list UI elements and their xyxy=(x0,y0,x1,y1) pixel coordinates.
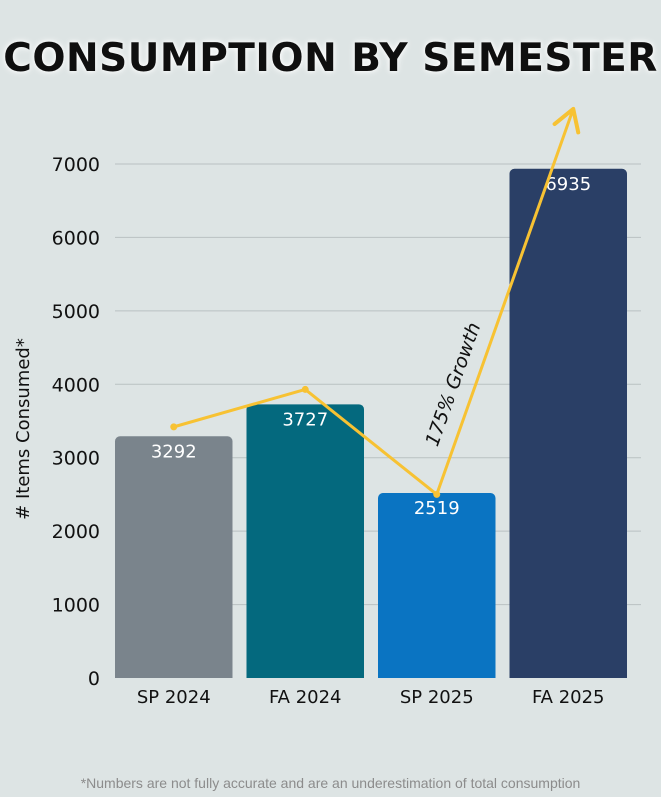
trend-point xyxy=(433,490,441,498)
chart-title: CONSUMPTION BY SEMESTER xyxy=(3,36,658,81)
y-tick-label: 6000 xyxy=(52,227,100,249)
y-tick-label: 1000 xyxy=(52,595,100,617)
y-tick-label: 5000 xyxy=(52,301,100,323)
data-label: 6935 xyxy=(545,174,591,195)
y-tick-label: 4000 xyxy=(52,374,100,396)
bar xyxy=(378,493,496,678)
data-label: 3727 xyxy=(282,409,328,430)
bar xyxy=(509,168,627,678)
bar-base xyxy=(115,672,233,678)
x-tick-label: FA 2024 xyxy=(269,687,342,708)
bar-base xyxy=(378,672,496,678)
x-tick-label: SP 2024 xyxy=(137,687,211,708)
y-axis-label: # Items Consumed* xyxy=(13,338,34,520)
bar-base xyxy=(509,672,627,678)
trend-line xyxy=(172,107,575,496)
y-tick-label: 0 xyxy=(88,668,100,690)
trend-point xyxy=(170,423,178,431)
bar xyxy=(246,404,364,678)
footnote: *Numbers are not fully accurate and are … xyxy=(80,775,581,791)
bar-base xyxy=(246,672,364,678)
y-tick-label: 3000 xyxy=(52,448,100,470)
y-tick-label: 2000 xyxy=(52,521,100,543)
bar xyxy=(115,436,233,678)
trend-point xyxy=(301,385,309,393)
data-label: 2519 xyxy=(414,498,460,519)
x-tick-label: FA 2025 xyxy=(532,687,605,708)
data-label: 3292 xyxy=(151,441,197,462)
y-tick-label: 7000 xyxy=(52,154,100,176)
trend-arrowhead xyxy=(552,106,581,135)
x-tick-label: SP 2025 xyxy=(400,687,474,708)
